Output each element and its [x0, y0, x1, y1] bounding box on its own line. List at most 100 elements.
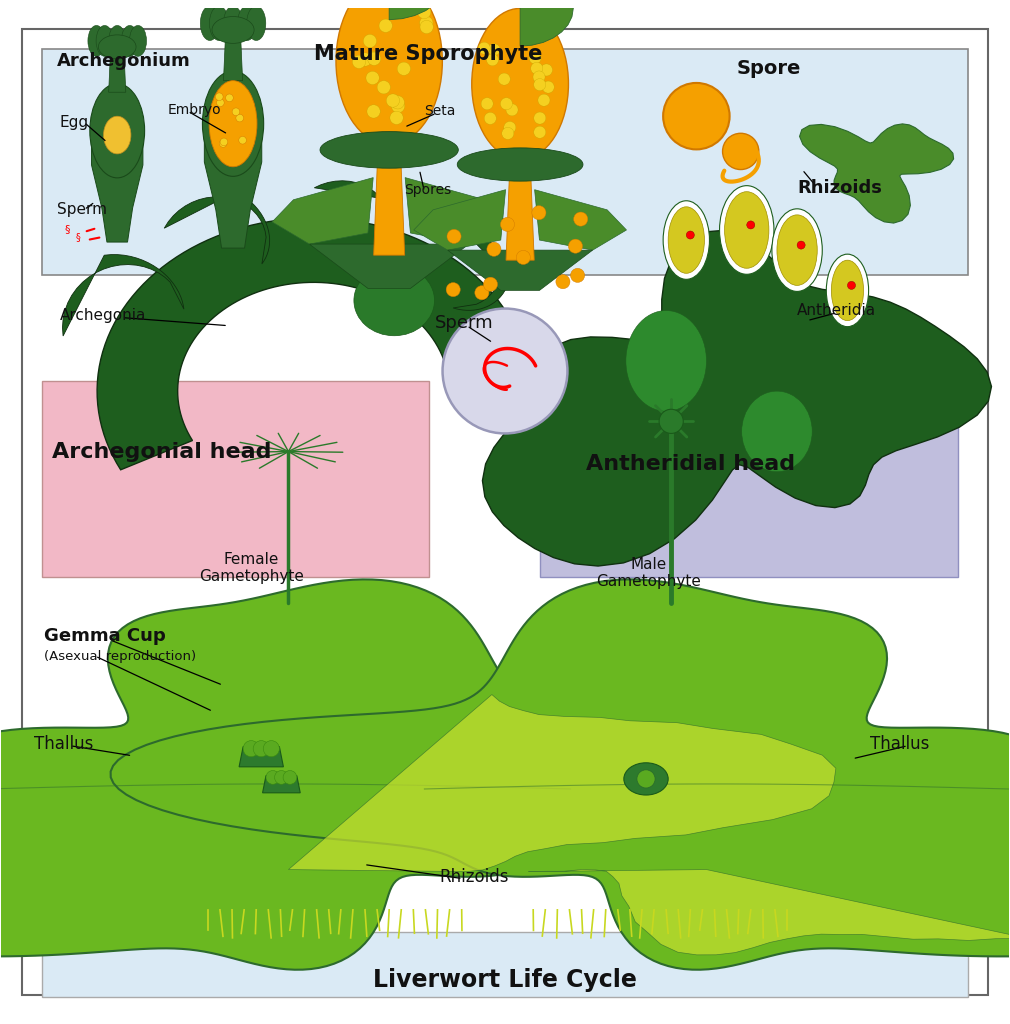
Circle shape [397, 62, 410, 76]
Polygon shape [111, 580, 1010, 970]
Ellipse shape [200, 6, 219, 41]
Circle shape [420, 20, 433, 34]
Text: (Asexual reproduction): (Asexual reproduction) [43, 649, 196, 663]
Circle shape [538, 94, 550, 106]
Text: Thallus: Thallus [33, 734, 93, 753]
Circle shape [502, 127, 514, 139]
Circle shape [530, 62, 542, 75]
Ellipse shape [719, 185, 774, 274]
Ellipse shape [624, 763, 669, 795]
Text: Embryo: Embryo [168, 103, 221, 117]
Ellipse shape [772, 209, 822, 292]
Circle shape [275, 770, 288, 784]
Polygon shape [97, 218, 527, 470]
Circle shape [379, 19, 392, 33]
Polygon shape [204, 124, 262, 248]
Ellipse shape [664, 201, 709, 280]
Text: Female: Female [223, 552, 279, 567]
Text: Male: Male [631, 557, 668, 571]
Circle shape [797, 241, 805, 249]
Circle shape [722, 133, 759, 170]
Circle shape [352, 55, 366, 69]
Text: Rhizoids: Rhizoids [439, 867, 509, 886]
Ellipse shape [88, 26, 105, 56]
Circle shape [487, 243, 501, 256]
Circle shape [364, 35, 377, 48]
Polygon shape [289, 694, 836, 871]
Polygon shape [800, 124, 953, 223]
Polygon shape [109, 53, 126, 92]
Circle shape [664, 83, 729, 150]
Circle shape [377, 81, 391, 94]
Polygon shape [92, 131, 142, 242]
Circle shape [232, 108, 239, 116]
Text: Gemma Cup: Gemma Cup [43, 627, 166, 645]
Circle shape [569, 240, 583, 253]
Text: Antheridia: Antheridia [797, 303, 877, 318]
Circle shape [475, 286, 489, 300]
Ellipse shape [336, 0, 442, 144]
Text: Rhizoids: Rhizoids [797, 178, 882, 197]
Ellipse shape [669, 207, 704, 273]
Circle shape [481, 97, 493, 110]
Circle shape [386, 94, 400, 108]
Polygon shape [374, 144, 405, 255]
Text: Thallus: Thallus [870, 734, 929, 753]
Circle shape [366, 72, 379, 85]
Polygon shape [263, 776, 300, 793]
Text: $\mathregular{\S}$: $\mathregular{\S}$ [75, 231, 81, 244]
Polygon shape [314, 181, 396, 262]
Circle shape [498, 73, 510, 85]
FancyBboxPatch shape [540, 381, 958, 578]
Circle shape [391, 95, 404, 109]
Circle shape [417, 5, 431, 18]
Polygon shape [389, 0, 447, 19]
Text: Liverwort Life Cycle: Liverwort Life Cycle [373, 969, 637, 992]
Polygon shape [520, 0, 574, 46]
Circle shape [446, 283, 461, 297]
Text: $\mathregular{\S}$: $\mathregular{\S}$ [64, 223, 71, 236]
Circle shape [637, 770, 655, 788]
Circle shape [516, 251, 530, 264]
Ellipse shape [209, 81, 257, 167]
Circle shape [532, 206, 546, 220]
Text: Spore: Spore [736, 59, 801, 78]
Ellipse shape [320, 132, 459, 168]
Circle shape [283, 770, 297, 784]
Circle shape [216, 99, 224, 106]
Circle shape [220, 138, 227, 145]
Ellipse shape [90, 84, 144, 178]
Text: Sperm: Sperm [57, 203, 107, 217]
Ellipse shape [96, 26, 113, 56]
Polygon shape [0, 580, 885, 970]
Ellipse shape [98, 35, 136, 58]
Ellipse shape [237, 6, 257, 41]
Ellipse shape [777, 215, 817, 286]
FancyBboxPatch shape [21, 29, 989, 995]
Circle shape [534, 112, 545, 124]
Circle shape [556, 274, 570, 289]
Circle shape [847, 282, 855, 290]
Circle shape [533, 126, 545, 138]
Circle shape [504, 122, 516, 133]
Circle shape [500, 97, 512, 110]
Circle shape [236, 115, 243, 122]
Circle shape [529, 52, 541, 65]
Text: Egg: Egg [60, 115, 89, 130]
Ellipse shape [831, 260, 864, 321]
Ellipse shape [741, 391, 812, 472]
Circle shape [540, 63, 552, 76]
FancyBboxPatch shape [41, 932, 969, 997]
Circle shape [215, 93, 223, 100]
Circle shape [367, 104, 380, 118]
Polygon shape [165, 191, 270, 264]
Circle shape [533, 71, 545, 83]
Text: Gametophyte: Gametophyte [597, 574, 702, 589]
Polygon shape [63, 255, 184, 336]
Text: Seta: Seta [424, 104, 456, 118]
FancyBboxPatch shape [41, 381, 429, 578]
Text: Antheridial head: Antheridial head [586, 454, 795, 474]
Circle shape [687, 231, 694, 239]
Ellipse shape [103, 116, 131, 154]
Circle shape [442, 308, 568, 433]
